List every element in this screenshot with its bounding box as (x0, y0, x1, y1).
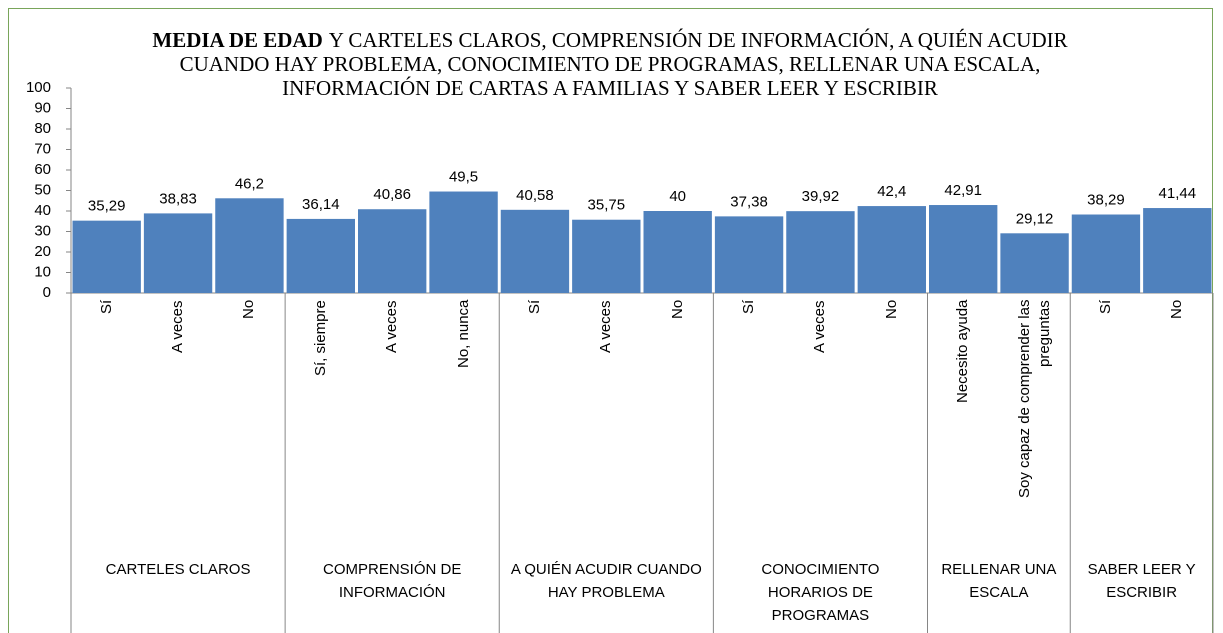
bar (1071, 214, 1141, 293)
x-tick-label: Soy capaz de comprender las preguntas (1015, 300, 1053, 499)
data-label: 40 (669, 188, 686, 205)
bar (215, 198, 284, 293)
bar (286, 218, 355, 293)
group-label: A QUIÉN ACUDIR CUANDO HAY PROBLEMA (510, 561, 702, 601)
y-tick-label: 70 (34, 140, 51, 157)
data-label: 38,83 (159, 190, 197, 207)
data-label: 41,44 (1159, 185, 1197, 202)
x-tick-label: No (240, 300, 258, 320)
group-label: CONOCIMIENTO HORARIOS DE PROGRAMAS (761, 561, 880, 624)
bar (72, 220, 141, 293)
x-tick-label: No (668, 300, 686, 320)
x-tick-label: No, nunca (454, 300, 472, 369)
data-label: 40,58 (516, 187, 554, 204)
y-tick-label: 50 (34, 181, 51, 198)
y-tick-label: 10 (34, 263, 51, 280)
group-label: COMPRENSIÓN DE INFORMACIÓN (323, 561, 462, 601)
x-tick-label: Sí (740, 300, 758, 315)
y-tick-label: 0 (43, 284, 51, 301)
data-label: 38,29 (1087, 191, 1125, 208)
group-label: CARTELES CLAROS (105, 561, 251, 578)
x-tick-label: Sí (525, 300, 543, 315)
y-tick-label: 20 (34, 243, 51, 260)
data-label: 42,4 (877, 183, 906, 200)
x-tick-label: Sí (97, 300, 115, 315)
x-tick-label: No (882, 300, 900, 320)
y-tick-label: 100 (26, 79, 51, 96)
x-tick-label: Sí, siempre (311, 300, 329, 376)
bar (143, 213, 213, 293)
data-label: 39,92 (802, 188, 840, 205)
y-tick-label: 60 (34, 161, 51, 178)
x-tick-label: A veces (169, 300, 187, 353)
x-tick-label: Sí (1096, 300, 1114, 315)
y-tick-label: 80 (34, 120, 51, 137)
bar (572, 219, 641, 293)
data-label: 37,38 (730, 193, 768, 210)
chart-title: MEDIA DE EDAD Y CARTELES CLAROS, COMPRENS… (130, 28, 1090, 100)
y-tick-label: 90 (34, 99, 51, 116)
x-tick-label: A veces (383, 300, 401, 353)
data-label: 29,12 (1016, 210, 1054, 227)
x-tick-label: A veces (811, 300, 829, 353)
data-label: 42,91 (944, 182, 982, 199)
title-text: Y CARTELES CLAROS, COMPRENSIÓN DE INFORM… (179, 28, 1068, 100)
title-bold: MEDIA DE EDAD (152, 28, 323, 52)
group-label: RELLENAR UNA ESCALA (941, 561, 1057, 601)
bar (500, 209, 570, 293)
data-label: 35,75 (588, 197, 626, 214)
y-tick-label: 40 (34, 202, 51, 219)
bar (358, 209, 427, 293)
data-label: 49,5 (449, 168, 478, 185)
bar (857, 206, 926, 293)
x-tick-label: A veces (597, 300, 615, 353)
x-tick-label: No (1168, 300, 1186, 320)
bar (1000, 233, 1069, 293)
data-label: 36,14 (302, 196, 340, 213)
x-tick-label: Necesito ayuda (954, 300, 972, 404)
bar (929, 205, 998, 293)
data-label: 40,86 (373, 186, 411, 203)
bar (786, 211, 855, 293)
bar (714, 216, 784, 293)
group-label: SABER LEER Y ESCRIBIR (1087, 561, 1196, 601)
bar (429, 191, 498, 293)
data-label: 46,2 (235, 175, 264, 192)
bar (1143, 208, 1212, 293)
bar (643, 211, 712, 293)
y-tick-label: 30 (34, 222, 51, 239)
data-label: 35,29 (88, 198, 126, 215)
